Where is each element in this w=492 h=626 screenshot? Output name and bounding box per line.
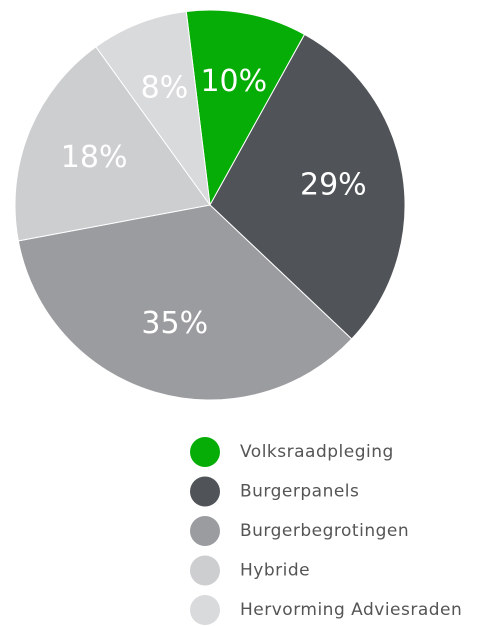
slice-label: 29%: [300, 167, 367, 202]
legend-label: Volksraadpleging: [240, 442, 394, 462]
legend-swatch: [190, 595, 220, 625]
slice-label: 10%: [200, 64, 267, 99]
legend-label: Hervorming Adviesraden: [240, 600, 462, 620]
legend-label: Hybride: [240, 561, 310, 581]
slice-label: 8%: [141, 70, 189, 105]
pie-slice: [209, 33, 406, 340]
legend-swatch: [190, 437, 220, 467]
slice-label: 35%: [141, 306, 208, 341]
pie-slice: [95, 10, 211, 206]
legend-swatch: [190, 555, 220, 586]
legend-label: Burgerpanels: [240, 482, 359, 502]
pie-slice: [14, 46, 211, 242]
pie-slice: [185, 9, 306, 207]
legend-swatch: [190, 516, 220, 546]
legend-swatch: [190, 476, 220, 507]
slice-label: 18%: [61, 140, 128, 175]
legend-label: Burgerbegrotingen: [240, 521, 409, 541]
pie-slice: [17, 204, 353, 401]
